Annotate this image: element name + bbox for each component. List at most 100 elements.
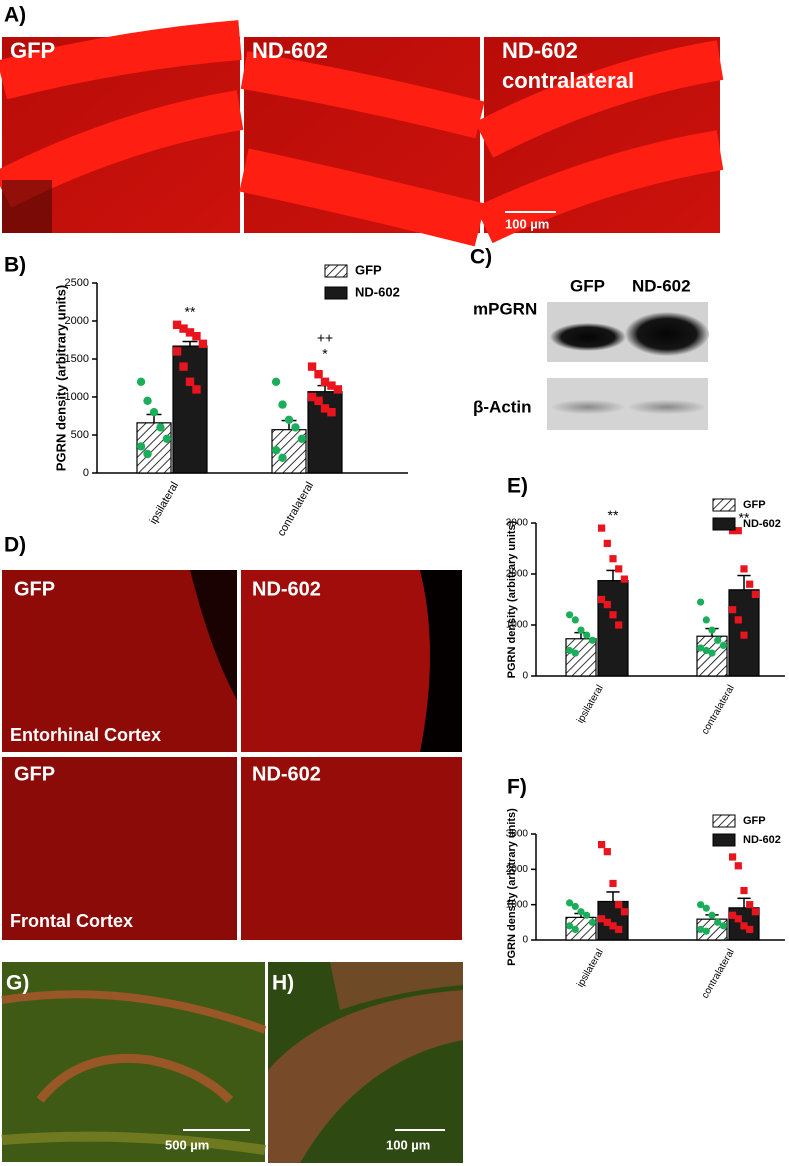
band-label: β-Actin (473, 397, 532, 416)
data-point (198, 339, 208, 348)
x-tick-label: contralateral (700, 683, 737, 736)
data-point (729, 606, 737, 614)
data-point (697, 598, 705, 606)
data-point (136, 377, 146, 386)
bar (307, 391, 343, 474)
data-point (708, 911, 716, 919)
data-point (185, 328, 195, 337)
region-label: Frontal Cortex (10, 911, 133, 931)
data-point (603, 848, 611, 856)
data-point (327, 381, 336, 390)
data-point (297, 434, 307, 443)
x-tick-label: ipsilateral (575, 947, 606, 989)
data-point (719, 641, 728, 650)
data-point (751, 590, 759, 598)
data-point (615, 901, 623, 909)
legend-label: GFP (355, 262, 382, 277)
data-point (615, 925, 623, 933)
lane-label: ND-602 (632, 276, 691, 295)
data-point (149, 408, 159, 417)
data-point (734, 616, 742, 624)
scale-label: 100 µm (386, 1137, 430, 1152)
y-tick-label: 1000 (506, 899, 529, 910)
legend-label: GFP (743, 499, 766, 511)
data-point (746, 901, 754, 909)
annotation: ** (185, 304, 196, 320)
bar (565, 916, 597, 941)
image-label: GFP (10, 38, 55, 63)
bar (172, 345, 208, 474)
data-point (603, 918, 611, 926)
data-point (714, 636, 722, 644)
y-tick-label: 3000 (506, 829, 529, 840)
data-point (603, 601, 611, 609)
data-point (566, 922, 574, 930)
data-point (271, 446, 281, 455)
data-point (327, 408, 336, 417)
legend-swatch (712, 833, 736, 847)
data-point (740, 565, 748, 573)
data-point (192, 385, 201, 394)
data-point (307, 362, 317, 371)
image-label: ND-602 (252, 763, 321, 785)
region-label: Entorhinal Cortex (10, 725, 161, 745)
y-tick-label: 1000 (506, 620, 529, 631)
legend-label: ND-602 (743, 518, 781, 530)
legend-label: GFP (743, 815, 766, 827)
data-point (162, 434, 172, 443)
image-g (1, 962, 267, 1162)
data-point (729, 527, 737, 535)
data-point (751, 908, 759, 916)
panel-label: D) (4, 534, 26, 557)
data-point (156, 423, 165, 432)
data-point (702, 616, 710, 624)
data-point (314, 370, 323, 379)
data-point (271, 377, 281, 386)
data-point (571, 925, 579, 934)
data-point (172, 320, 182, 329)
data-point (588, 918, 597, 926)
y-axis-label: PGRN density (arbitrary units) (506, 808, 518, 966)
legend-swatch (712, 814, 736, 828)
data-point (729, 853, 737, 861)
data-point (609, 555, 617, 563)
annotation: * (322, 345, 328, 361)
data-point (278, 453, 287, 462)
legend-swatch (712, 517, 736, 531)
image-h (268, 962, 463, 1163)
data-point (734, 527, 742, 535)
data-point (697, 901, 705, 909)
x-tick-label: contralateral (275, 480, 316, 538)
data-point (179, 324, 188, 333)
panel-label: C) (470, 246, 492, 269)
image-label: ND-602 (252, 578, 321, 600)
y-tick-label: 500 (71, 429, 89, 441)
data-point (708, 649, 716, 657)
panel-label: A) (4, 4, 26, 27)
data-point (291, 423, 300, 432)
data-point (702, 646, 710, 655)
data-point (740, 922, 748, 930)
data-point (740, 886, 748, 895)
data-point (609, 922, 617, 930)
data-point (620, 575, 628, 583)
y-tick-label: 2000 (506, 864, 529, 875)
y-tick-label: 0 (522, 935, 528, 946)
data-point (598, 841, 606, 849)
bar (597, 580, 629, 677)
legend-label: ND-602 (743, 834, 781, 846)
data-point (185, 377, 195, 386)
data-point (609, 879, 617, 888)
data-point (708, 626, 716, 634)
panel-label: E) (507, 475, 528, 498)
data-point (566, 611, 574, 619)
y-axis-label: PGRN density (arbitrary units) (506, 520, 518, 678)
lane-label: GFP (570, 276, 605, 295)
data-point (333, 385, 343, 394)
data-point (320, 377, 330, 386)
annotation: ** (608, 507, 619, 523)
data-point (284, 415, 294, 424)
data-point (566, 899, 574, 907)
data-point (314, 396, 323, 405)
